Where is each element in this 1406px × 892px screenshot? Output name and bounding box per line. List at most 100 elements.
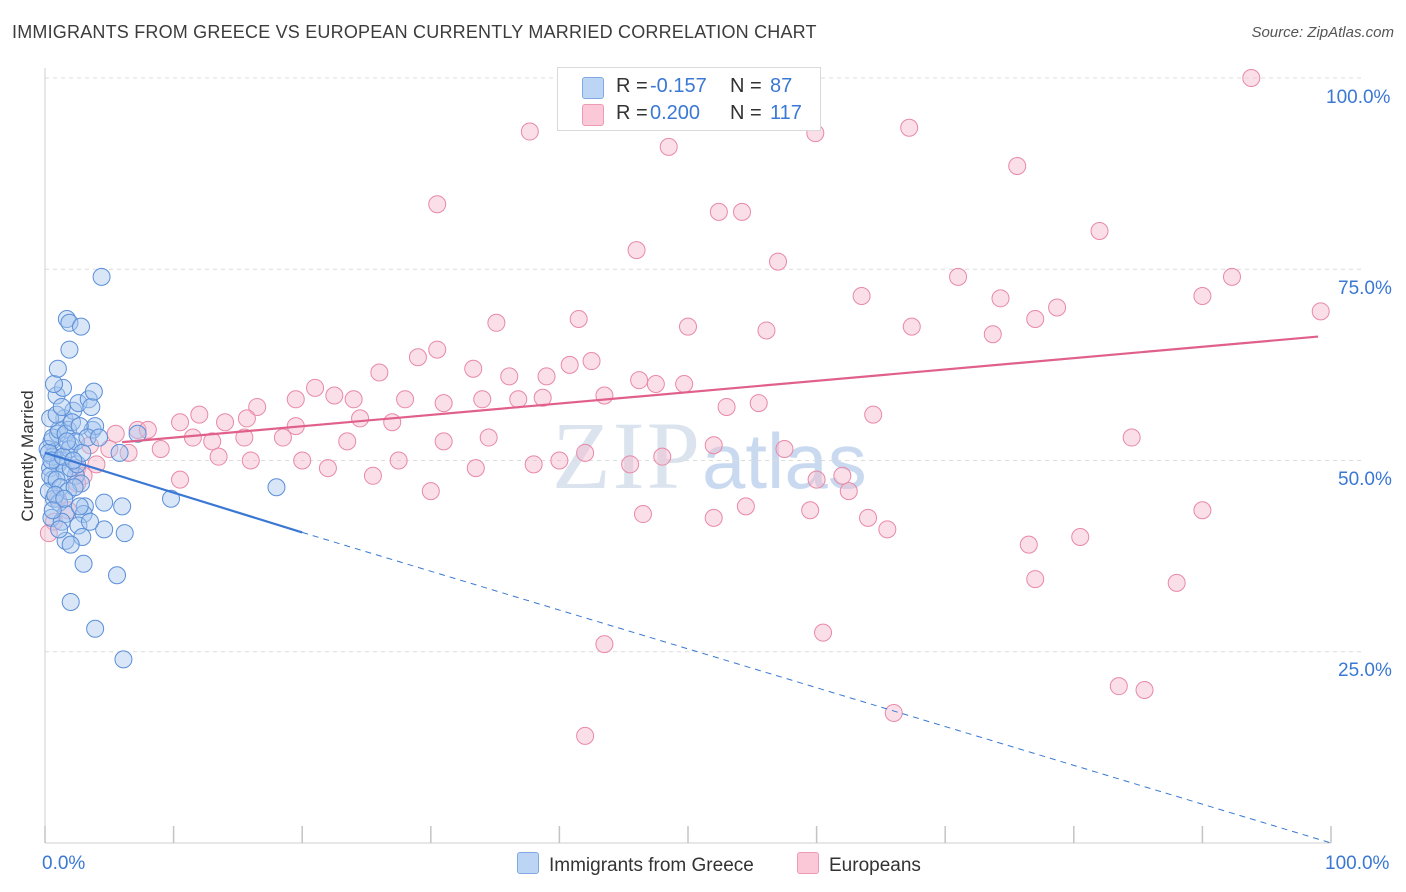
europeans-point	[1242, 69, 1261, 87]
europeans-point	[338, 432, 357, 451]
europeans-point	[509, 390, 528, 409]
chart-source: Source: ZipAtlas.com	[1251, 24, 1394, 41]
europeans-point	[1090, 222, 1109, 240]
europeans-point	[646, 375, 665, 393]
y-tick-label-25: 25.0%	[1338, 660, 1392, 681]
europeans-point	[550, 451, 569, 470]
greece-point	[114, 650, 133, 669]
greece-point	[55, 489, 74, 508]
europeans-point	[1048, 298, 1067, 317]
legend-r-value: -0.157	[650, 75, 707, 97]
greece-point	[66, 432, 85, 451]
europeans-point	[138, 420, 157, 439]
greece-point	[60, 340, 79, 359]
europeans-point	[487, 313, 506, 332]
europeans-point	[757, 321, 776, 340]
greece-point	[52, 397, 71, 416]
europeans-point	[1026, 309, 1045, 328]
legend-label-europeans: Europeans	[829, 855, 921, 876]
stats-legend: R = -0.157 N = 87 R = 0.200 N = 117	[557, 67, 821, 131]
europeans-point	[595, 386, 614, 405]
greece-point	[95, 520, 114, 539]
europeans-point	[569, 309, 588, 328]
europeans-point	[814, 623, 833, 642]
greece-point	[113, 497, 132, 516]
europeans-point	[389, 451, 408, 470]
europeans-point	[209, 447, 228, 466]
europeans-point	[864, 405, 883, 424]
greece-point	[46, 485, 65, 504]
greece-point	[108, 566, 127, 585]
legend-item-europeans: Europeans	[797, 852, 921, 877]
europeans-point	[151, 440, 170, 459]
greece-point	[128, 424, 147, 443]
europeans-point	[775, 440, 794, 459]
europeans-point	[659, 137, 678, 156]
legend-n-value: 117	[770, 102, 802, 124]
europeans-point	[1222, 267, 1241, 286]
europeans-point	[235, 428, 254, 447]
grid-lines	[45, 77, 1365, 653]
europeans-point	[286, 390, 305, 409]
europeans-point	[595, 635, 614, 654]
europeans-point	[1071, 528, 1090, 546]
europeans-point	[679, 317, 697, 336]
europeans-point	[363, 466, 382, 485]
greece-point	[69, 516, 88, 535]
europeans-point	[537, 367, 556, 386]
legend-swatch-greece	[582, 77, 604, 99]
europeans-point	[203, 432, 222, 451]
europeans-point	[370, 363, 389, 382]
europeans-point	[1019, 535, 1038, 554]
x-tick-label-min: 0.0%	[42, 853, 86, 874]
y-tick-label-50: 50.0%	[1338, 469, 1392, 490]
europeans-point	[1167, 573, 1186, 592]
y-tick-label-100: 100.0%	[1326, 87, 1391, 108]
europeans-point	[344, 390, 363, 409]
europeans-point	[1135, 681, 1154, 699]
europeans-point	[1122, 428, 1141, 447]
legend-n-label: N =	[730, 75, 762, 97]
europeans-point	[582, 352, 601, 371]
axes	[44, 68, 1332, 844]
europeans-point	[653, 447, 672, 466]
greece-point	[90, 428, 109, 447]
europeans-point	[434, 394, 453, 413]
greece-point	[61, 535, 80, 554]
greece-point	[57, 432, 76, 451]
europeans-point	[306, 378, 325, 397]
trend-lines	[44, 335, 1332, 844]
legend-row-greece: R = -0.157 N = 87	[558, 73, 820, 101]
europeans-point	[273, 428, 292, 447]
greece-point	[61, 593, 80, 612]
legend-r-label: R =	[616, 75, 648, 97]
greece-point	[82, 397, 101, 416]
europeans-point	[1311, 302, 1330, 321]
legend-n-value: 87	[770, 75, 793, 97]
europeans-point	[560, 355, 579, 374]
europeans-point	[479, 428, 498, 447]
greece-point	[95, 493, 114, 512]
europeans-point	[466, 459, 485, 478]
europeans-point	[704, 436, 723, 455]
legend-item-greece: Immigrants from Greece	[517, 852, 754, 877]
europeans-point	[428, 340, 447, 359]
europeans-point	[171, 470, 190, 489]
legend-swatch-greece	[517, 852, 539, 874]
europeans-point	[351, 409, 370, 428]
europeans-point	[733, 202, 752, 221]
europeans-point	[473, 390, 492, 409]
chart-title: IMMIGRANTS FROM GREECE VS EUROPEAN CURRE…	[12, 22, 817, 42]
europeans-point	[106, 424, 125, 443]
greece-point	[81, 512, 100, 531]
europeans-point	[520, 122, 539, 141]
greece-point	[267, 478, 286, 497]
greece-point	[70, 497, 89, 516]
europeans-point	[396, 390, 415, 409]
greece-point	[115, 524, 134, 543]
europeans-point	[216, 413, 235, 432]
y-tick-label-75: 75.0%	[1338, 278, 1392, 299]
europeans-point	[801, 501, 820, 520]
europeans-point	[428, 195, 447, 214]
europeans-point	[318, 459, 337, 478]
